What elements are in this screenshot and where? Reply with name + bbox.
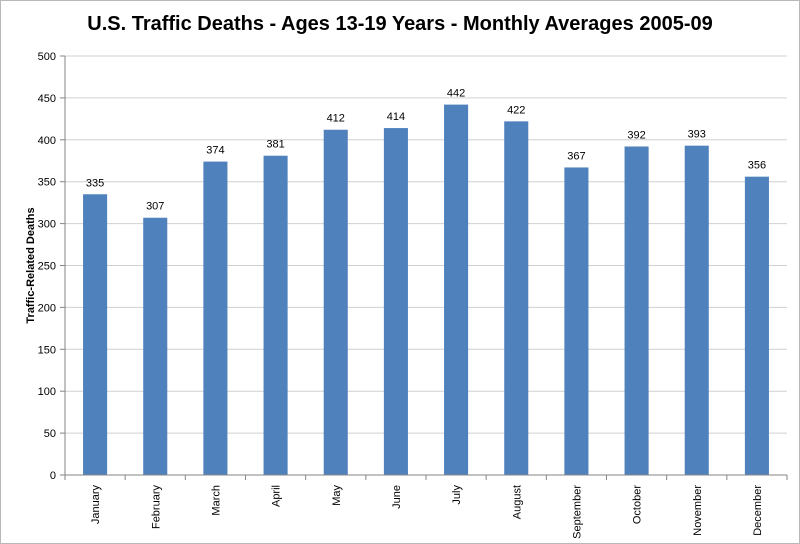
y-tick-label: 100 [38,386,56,398]
x-tick-label: December [752,485,764,536]
data-label: 374 [206,145,224,157]
y-axis-label: Traffic-Related Deaths [25,207,37,323]
data-label: 367 [567,150,585,162]
bar [624,146,649,475]
x-tick-label: August [511,485,523,519]
y-tick-label: 200 [38,302,56,314]
y-tick-label: 400 [38,135,56,147]
bar [143,217,168,475]
data-labels: 335 307 374 381 412 414 442 422 367 392 393 356 [86,88,766,213]
data-label: 356 [748,160,766,172]
y-tick-label: 150 [38,344,56,356]
y-axis-ticks: 0 50 100 150 200 250 300 350 400 450 500 [38,51,65,482]
x-tick-label: November [692,485,704,536]
gridlines [65,55,787,434]
data-label: 412 [327,113,345,125]
bar [564,167,589,476]
data-label: 414 [387,111,405,123]
data-label: 422 [507,104,525,116]
data-label: 442 [447,88,465,100]
data-label: 393 [688,129,706,141]
bar [83,194,108,475]
y-tick-label: 250 [38,261,56,273]
data-label: 381 [266,139,284,151]
bar [744,176,769,475]
y-tick-label: 350 [38,177,56,189]
data-label: 307 [146,201,164,213]
y-tick-label: 500 [38,51,56,63]
y-tick-label: 0 [50,470,56,482]
y-tick-label: 50 [44,428,56,440]
x-tick-label: June [391,485,403,509]
bar [444,104,469,475]
y-tick-label: 450 [38,93,56,105]
y-tick-label: 300 [38,219,56,231]
x-tick-label: January [90,485,102,525]
bar [504,121,529,475]
bar [263,155,288,476]
x-tick-label: May [331,485,343,506]
x-tick-label: July [451,485,463,505]
x-tick-label: March [210,485,222,516]
data-label: 392 [627,130,645,142]
bar [383,128,408,475]
bar [203,161,228,475]
x-tick-label: October [632,485,644,524]
chart-title: U.S. Traffic Deaths - Ages 13-19 Years -… [87,13,713,35]
x-axis-ticks: January February March April May June July Augu… [64,475,788,539]
bar [684,145,709,475]
bars [83,104,769,476]
x-tick-label: February [150,485,162,530]
data-label: 335 [86,177,104,189]
x-tick-label: April [271,485,283,507]
x-tick-label: September [571,485,583,539]
bar [323,129,348,475]
